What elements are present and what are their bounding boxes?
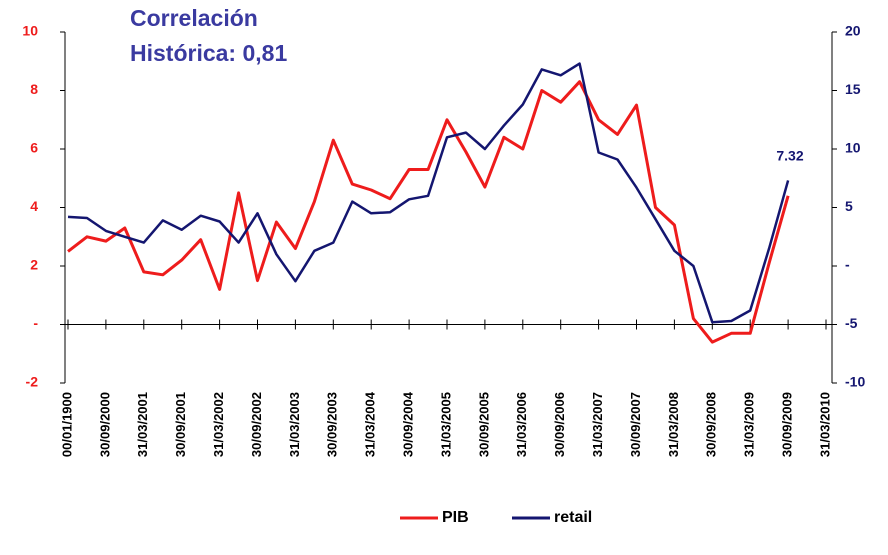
y2-tick-label: 10 [845, 140, 861, 156]
x-tick-label: 31/03/2007 [590, 392, 605, 457]
x-tick-label: 30/09/2002 [249, 392, 264, 457]
x-tick-label: 30/09/2000 [97, 392, 112, 457]
y2-tick-label: 20 [845, 23, 861, 39]
series-line [67, 62, 790, 324]
legend-label: retail [554, 509, 592, 526]
x-tick-label: 31/03/2003 [287, 392, 302, 457]
x-tick-label: 30/09/2004 [401, 391, 416, 457]
y-tick-label: 6 [30, 140, 38, 156]
y-tick-label: -2 [26, 374, 39, 390]
y-tick-label: - [33, 315, 38, 331]
x-tick-label: 30/09/2003 [325, 392, 340, 457]
x-tick-label: 31/03/2005 [438, 392, 453, 457]
x-tick-label: 00/01/1900 [59, 392, 74, 457]
y2-tick-label: -5 [845, 315, 858, 331]
y2-tick-label: - [845, 257, 850, 273]
x-tick-label: 30/09/2006 [552, 392, 567, 457]
x-tick-label: 30/09/2008 [704, 392, 719, 457]
y2-tick-label: 15 [845, 81, 861, 97]
legend-label: PIB [442, 509, 469, 526]
x-tick-label: 31/03/2006 [514, 392, 529, 457]
x-tick-label: 30/09/2001 [173, 392, 188, 457]
series-line [67, 80, 790, 344]
x-tick-label: 31/03/2004 [363, 391, 378, 457]
x-tick-label: 31/03/2001 [135, 392, 150, 457]
x-tick-label: 30/09/2009 [780, 392, 795, 457]
y-tick-label: 10 [22, 23, 38, 39]
chart-title: Correlación [130, 5, 258, 31]
x-tick-label: 31/03/2009 [742, 392, 757, 457]
y-tick-label: 8 [30, 81, 38, 97]
annotation: 7.32 [776, 148, 803, 164]
x-tick-label: 30/09/2005 [476, 392, 491, 457]
x-tick-label: 30/09/2007 [628, 392, 643, 457]
y-tick-label: 4 [30, 198, 38, 214]
x-tick-label: 31/03/2010 [817, 392, 832, 457]
y2-tick-label: 5 [845, 198, 853, 214]
y2-tick-label: -10 [845, 374, 865, 390]
x-tick-label: 31/03/2002 [211, 392, 226, 457]
y-tick-label: 2 [30, 257, 38, 273]
chart-title: Histórica: 0,81 [130, 40, 287, 66]
x-tick-label: 31/03/2008 [666, 392, 681, 457]
